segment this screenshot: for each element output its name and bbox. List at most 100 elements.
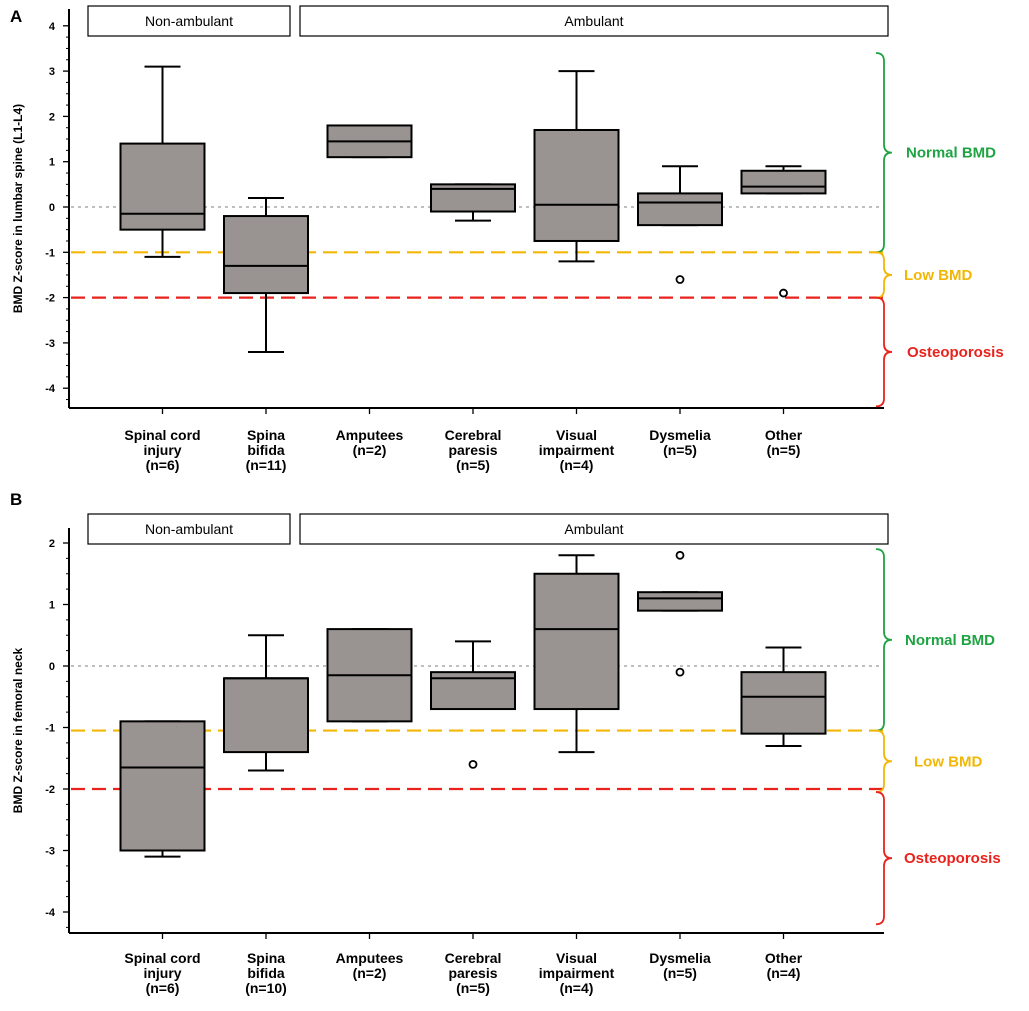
- zone-label: Normal BMD: [906, 145, 996, 162]
- category-label-line: bifida: [247, 965, 285, 981]
- category-label: Visual impairment (n=4): [539, 427, 615, 473]
- box-7: [740, 646, 827, 747]
- category-label-line: Spinal cord: [124, 427, 200, 443]
- y-tick-label: 1: [49, 600, 55, 612]
- category-label: Visual impairment (n=4): [539, 950, 615, 996]
- zone-label: Osteoporosis: [907, 344, 1004, 361]
- y-tick-label: 0: [49, 202, 55, 214]
- iqr-box: [223, 215, 309, 295]
- zone-bracket: [875, 791, 893, 926]
- category-label-line: impairment: [539, 965, 615, 981]
- zone-label: Normal BMD: [905, 632, 995, 649]
- category-label: Spinal cord injury (n=6): [124, 427, 200, 473]
- box-1: [119, 65, 206, 258]
- y-tick-label: -3: [45, 338, 55, 350]
- box-7: [740, 165, 827, 298]
- iqr-box: [223, 677, 309, 754]
- outlier-point: [468, 760, 478, 769]
- y-tick-label: -4: [45, 383, 56, 395]
- iqr-box: [119, 142, 206, 231]
- category-label-line: Dysmelia: [649, 427, 711, 443]
- y-tick-label: -2: [45, 293, 55, 305]
- box-4: [430, 183, 516, 222]
- box-2: [223, 634, 309, 772]
- category-label-line: (n=11): [246, 457, 287, 473]
- outlier-point: [675, 275, 685, 284]
- y-tick-label: 0: [49, 661, 55, 673]
- group-header-label: Non-ambulant: [145, 13, 233, 29]
- category-label-line: Amputees: [336, 427, 404, 443]
- category-label-line: (n=5): [456, 457, 490, 473]
- box-5: [533, 70, 620, 263]
- group-header-box: [299, 513, 889, 545]
- box-6: [637, 165, 723, 284]
- category-label-line: paresis: [448, 442, 497, 458]
- category-label-line: paresis: [448, 965, 497, 981]
- category-label-line: Cerebral: [445, 427, 502, 443]
- outlier-point: [675, 667, 685, 677]
- iqr-box: [533, 128, 620, 242]
- panel-a: A 4 3 2 1 0 -1 -2 -3 -4 BMD Z-score in lumbar spin…: [10, 5, 1004, 473]
- panel-b: B 2 1 0 -1 -2 -3 -4 BMD Z-score in femoral neck N…: [10, 490, 1001, 996]
- category-label-line: Cerebral: [445, 950, 502, 966]
- box-6: [637, 550, 723, 677]
- category-label-line: (n=10): [245, 980, 287, 996]
- category-label-line: injury: [143, 965, 181, 981]
- category-label-line: (n=2): [353, 965, 387, 981]
- y-axis-label: BMD Z-score in femoral neck: [11, 647, 25, 813]
- outlier-point: [675, 550, 685, 560]
- box-3: [326, 124, 413, 159]
- category-label-line: injury: [143, 442, 181, 458]
- zone-bracket: [875, 52, 893, 254]
- box-2: [223, 196, 309, 353]
- category-label-line: (n=5): [456, 980, 490, 996]
- category-label-line: (n=5): [663, 965, 697, 981]
- panel-letter: A: [10, 7, 22, 26]
- category-label-line: (n=4): [767, 965, 801, 981]
- category-label: Spinal cord injury (n=6): [124, 950, 200, 996]
- outlier-point: [779, 288, 788, 298]
- category-label-line: (n=5): [767, 442, 801, 458]
- category-label: Dysmelia (n=5): [649, 427, 711, 458]
- zone-bracket: [875, 548, 893, 732]
- y-tick-label: 2: [49, 111, 55, 123]
- category-label-line: (n=6): [146, 457, 180, 473]
- y-tick-label: 3: [49, 66, 55, 78]
- category-label: Dysmelia (n=5): [649, 950, 711, 981]
- category-label: Other (n=5): [765, 427, 803, 458]
- category-label-line: (n=2): [353, 442, 387, 458]
- category-label-line: (n=4): [560, 457, 594, 473]
- group-header-label: Ambulant: [564, 13, 623, 29]
- box-4: [430, 640, 516, 769]
- category-label-line: Other: [765, 950, 803, 966]
- iqr-box: [740, 169, 827, 195]
- group-header-box: [87, 5, 291, 37]
- iqr-box: [119, 720, 206, 852]
- category-label-line: (n=6): [146, 980, 180, 996]
- y-tick-label: 1: [49, 157, 55, 169]
- category-label: Amputees (n=2): [336, 427, 404, 458]
- category-label: Cerebral paresis (n=5): [445, 427, 502, 473]
- category-label-line: Visual: [556, 950, 597, 966]
- category-label-line: (n=5): [663, 442, 697, 458]
- iqr-box: [740, 671, 827, 735]
- zone-label: Osteoporosis: [904, 850, 1001, 867]
- y-tick-label: 4: [49, 21, 56, 33]
- zone-bracket: [875, 251, 893, 299]
- iqr-box: [637, 192, 723, 227]
- box-5: [533, 554, 620, 754]
- zone-label: Low BMD: [904, 267, 972, 284]
- category-label-line: (n=4): [560, 980, 594, 996]
- box-1: [119, 720, 206, 858]
- y-tick-label: -1: [45, 247, 55, 259]
- category-label: Other (n=4): [765, 950, 803, 981]
- category-label-line: Dysmelia: [649, 950, 711, 966]
- box-3: [326, 628, 413, 723]
- category-label-line: Spina: [247, 950, 285, 966]
- iqr-box: [637, 591, 723, 612]
- zone-bracket: [875, 296, 893, 408]
- group-header-label: Non-ambulant: [145, 521, 233, 537]
- zone-label: Low BMD: [914, 753, 982, 770]
- category-label: Cerebral paresis (n=5): [445, 950, 502, 996]
